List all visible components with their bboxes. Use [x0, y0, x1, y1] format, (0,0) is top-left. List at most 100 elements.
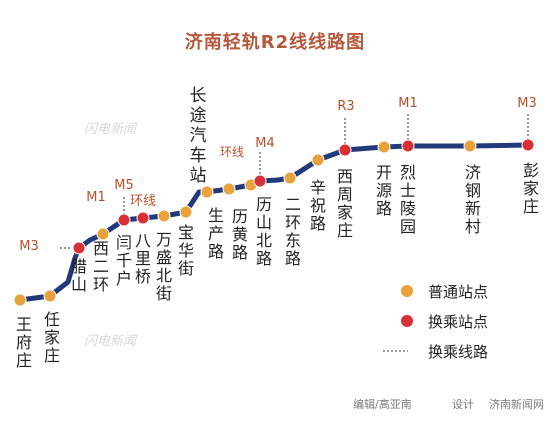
station-label: 王府庄 — [16, 315, 32, 370]
station-label-char: 西 — [337, 167, 353, 186]
station-label-char: 黄 — [232, 225, 248, 244]
station-label-char: 山 — [71, 275, 87, 294]
station-label-char: 西 — [93, 239, 109, 258]
station-label: 西二环 — [93, 239, 109, 294]
station-label-char: 烈 — [400, 163, 416, 182]
station-label-char: 八 — [135, 231, 151, 250]
station-label-char: 家 — [44, 328, 60, 347]
station-label-char: 闫 — [116, 233, 132, 252]
station-label-char: 济 — [465, 163, 481, 182]
transfer-station-dot — [401, 139, 415, 153]
station-label-char: 里 — [135, 249, 151, 268]
station-label-char: 庄 — [16, 351, 32, 370]
station-label-char: 宝 — [178, 223, 194, 242]
transfer-line-label: M3 — [517, 96, 537, 111]
station-dot — [222, 182, 236, 196]
station-label-char: 祝 — [310, 196, 326, 215]
station-label: 八里桥 — [135, 231, 151, 286]
station-label-char: 路 — [232, 243, 248, 262]
station-dot — [463, 139, 477, 153]
station-label-char: 千 — [116, 251, 132, 270]
transfer-station-dot — [521, 138, 535, 152]
station-label-char: 环 — [93, 275, 109, 294]
station-label-char: 华 — [178, 241, 194, 260]
station-dot — [96, 227, 110, 241]
footer-editor: 编辑/高亚南 — [353, 398, 412, 411]
station-label: 宝华街 — [178, 223, 194, 278]
station-label-char: 王 — [16, 315, 32, 334]
station-label-char: 腊 — [71, 257, 87, 276]
transfer-line-label: 环线 — [220, 145, 244, 159]
station-label-char: 彭 — [523, 161, 539, 180]
station-dot — [179, 205, 193, 219]
station-label: 任家庄 — [44, 310, 60, 365]
station-label-char: 汽 — [190, 126, 207, 146]
station-label-char: 任 — [44, 310, 60, 329]
transfer-line-label: M4 — [255, 136, 275, 151]
legend-label: 普通站点 — [428, 283, 488, 301]
station-label-char: 二 — [93, 257, 109, 276]
station-label-char: 户 — [116, 269, 132, 288]
station-label-char: 街 — [178, 259, 194, 278]
station-label: 腊山 — [71, 257, 87, 294]
station-label-char: 环 — [285, 213, 301, 232]
watermark-top: 闪电新闻 — [84, 122, 137, 137]
transfer-station-dot — [338, 143, 352, 157]
legend-label: 换乘线路 — [428, 343, 488, 361]
station-dot — [311, 153, 325, 167]
station-dot — [283, 171, 297, 185]
legend-regular-swatch — [401, 285, 413, 297]
map-title: 济南轻轨R2线线路图 — [184, 32, 366, 53]
legend-label: 换乘站点 — [428, 313, 488, 331]
station-label-char: 开 — [376, 163, 392, 182]
station-label-char: 家 — [337, 203, 353, 222]
transfer-station-dot — [136, 211, 150, 225]
station-label-char: 站 — [190, 166, 207, 186]
station-label: 开源路 — [376, 163, 392, 218]
station-label-char: 桥 — [135, 267, 151, 286]
station-label-char: 长 — [190, 86, 207, 106]
station-dot — [377, 140, 391, 154]
station-label-char: 万 — [156, 230, 172, 249]
station-label-char: 二 — [285, 195, 301, 214]
legend-transfer-swatch — [401, 315, 413, 327]
transfer-line-label: M5 — [114, 178, 134, 193]
station-label-char: 车 — [190, 146, 207, 166]
station-label-char: 东 — [285, 231, 301, 250]
station-label-char: 庄 — [44, 346, 60, 365]
transfer-station-dot — [253, 174, 267, 188]
station-label: 闫千户 — [116, 233, 132, 288]
footer-source: 济南新闻网 — [489, 398, 544, 411]
footer-designer: 设计 — [452, 398, 474, 411]
station-label-char: 庄 — [337, 221, 353, 240]
station-label-char: 生 — [208, 206, 224, 225]
station-label-char: 钢 — [465, 181, 481, 200]
transfer-station-dot — [117, 213, 131, 227]
transfer-line-label: M1 — [398, 96, 418, 111]
station-label-char: 产 — [208, 224, 224, 243]
station-label-char: 北 — [156, 266, 172, 285]
transfer-line-label: M3 — [19, 239, 39, 254]
station-label-char: 村 — [465, 217, 481, 236]
station-label-char: 士 — [400, 181, 416, 200]
station-label-char: 源 — [376, 181, 392, 200]
station-label-char: 府 — [16, 333, 32, 352]
transfer-line-label: M1 — [86, 190, 106, 205]
station-label-char: 路 — [208, 242, 224, 261]
station-label-char: 路 — [285, 249, 301, 268]
station-label-char: 盛 — [156, 248, 172, 267]
station-label-char: 陵 — [400, 199, 416, 218]
station-label-char: 路 — [256, 249, 272, 268]
station-dot — [13, 293, 27, 307]
transfer-line-label: 环线 — [130, 194, 156, 209]
station-label: 彭家庄 — [523, 161, 539, 216]
station-label: 生产路 — [208, 206, 224, 261]
station-label-char: 历 — [232, 207, 248, 226]
